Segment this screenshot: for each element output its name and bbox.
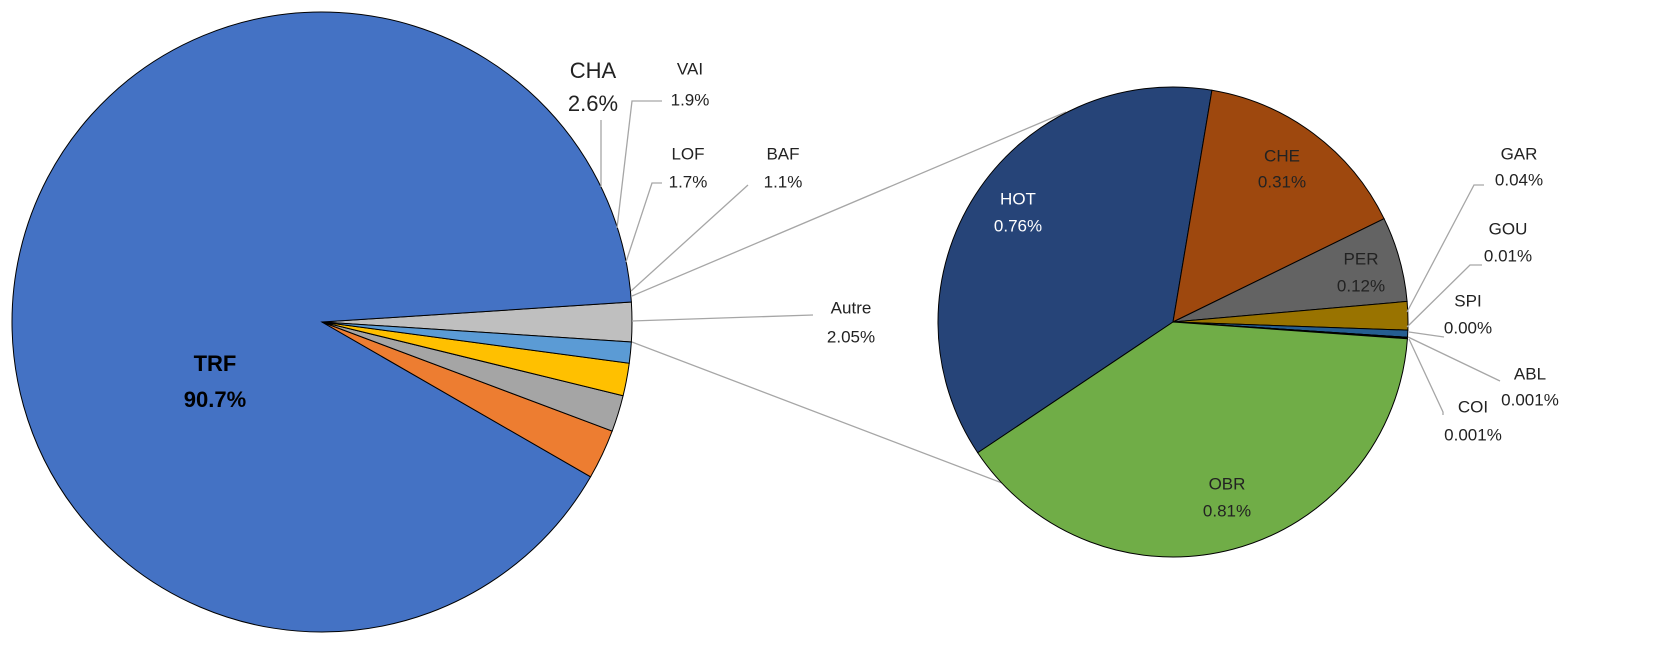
leader-line (616, 100, 662, 229)
value-label: 0.12% (1337, 276, 1385, 295)
pie-slice (977, 321, 1408, 558)
leader-line (1408, 338, 1444, 415)
slice-label: PER (1344, 249, 1379, 268)
slice-label: HOT (1000, 189, 1036, 208)
value-label: 1.9% (671, 90, 710, 109)
leader-line (1406, 184, 1484, 313)
slice-label: GOU (1489, 219, 1528, 238)
value-label: 0.001% (1501, 390, 1559, 409)
leader-line (631, 314, 814, 322)
slice-label: COI (1458, 397, 1488, 416)
value-label: 1.1% (764, 172, 803, 191)
value-label: 90.7% (184, 387, 246, 412)
slice-label: CHA (570, 58, 617, 83)
leader-line (630, 184, 749, 292)
slice-label: VAI (677, 59, 703, 78)
value-label: 0.76% (994, 216, 1042, 235)
pie-slice (321, 321, 632, 364)
value-label: 2.6% (568, 91, 618, 116)
slice-label: BAF (766, 144, 799, 163)
leader-line (1406, 264, 1482, 328)
slice-label: SPI (1454, 291, 1481, 310)
value-label: 1.7% (669, 172, 708, 191)
pie-slice (1172, 89, 1385, 323)
slice-label: TRF (194, 351, 237, 376)
connector (631, 111, 1067, 297)
value-label: 0.001% (1444, 425, 1502, 444)
value-label: 0.01% (1484, 246, 1532, 265)
slice-label: Autre (831, 298, 872, 317)
slice-label: OBR (1209, 474, 1246, 493)
value-label: 0.00% (1444, 318, 1492, 337)
value-label: 0.04% (1495, 170, 1543, 189)
value-label: 0.81% (1203, 501, 1251, 520)
slice-label: LOF (671, 144, 704, 163)
pie-slice (937, 86, 1213, 454)
value-label: 0.31% (1258, 172, 1306, 191)
leader-line (625, 182, 662, 263)
slice-label: CHE (1264, 146, 1300, 165)
leader-line (1407, 336, 1501, 382)
slice-label: ABL (1514, 364, 1546, 383)
value-label: 2.05% (827, 327, 875, 346)
slice-label: GAR (1501, 144, 1538, 163)
pie-slice (11, 11, 632, 633)
leader-line (1408, 331, 1445, 338)
